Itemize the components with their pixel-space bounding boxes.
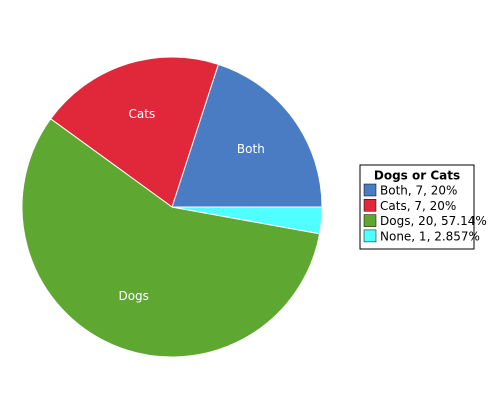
pie-slice bbox=[171, 206, 323, 235]
pie-slice bbox=[171, 63, 323, 208]
slice-label: Dogs bbox=[118, 289, 148, 303]
legend-swatch bbox=[363, 214, 377, 227]
legend-label: Dogs, 20, 57.14% bbox=[380, 214, 487, 228]
legend-title: Dogs or Cats bbox=[374, 169, 460, 183]
legend-swatch bbox=[363, 229, 377, 243]
legend-label: Both, 7, 20% bbox=[380, 184, 457, 198]
slice-label: Both bbox=[237, 142, 265, 156]
legend-label: Cats, 7, 20% bbox=[380, 199, 456, 213]
legend-label: None, 1, 2.857% bbox=[380, 229, 480, 243]
slice-label: Cats bbox=[129, 107, 156, 121]
pie-slice bbox=[49, 56, 219, 208]
pie-slice bbox=[21, 118, 321, 358]
legend-swatch bbox=[363, 183, 377, 197]
legend-swatch bbox=[363, 199, 377, 212]
legend-box bbox=[359, 164, 475, 250]
